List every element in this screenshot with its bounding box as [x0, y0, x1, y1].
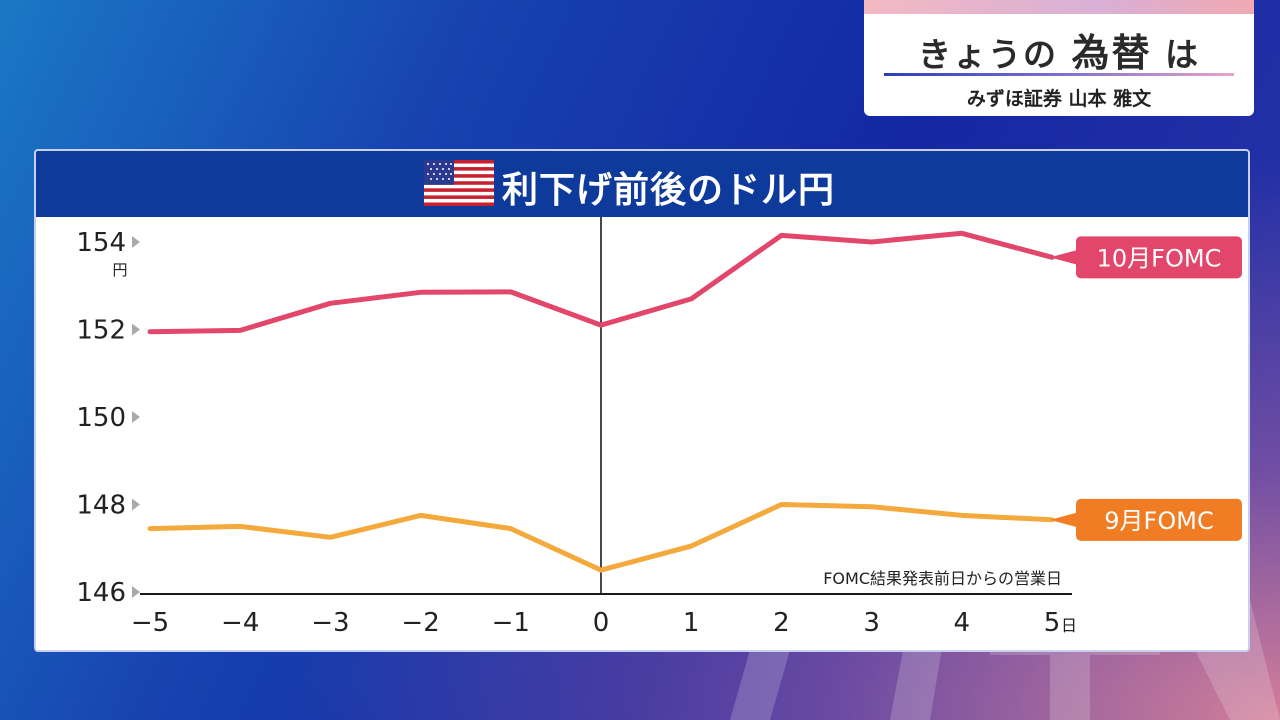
- data-point: [600, 324, 603, 327]
- program-title-box: きょうの 為替 は みずほ証券 山本 雅文: [864, 0, 1254, 116]
- y-tick-label: 150: [76, 403, 126, 433]
- program-title-prefix: きょうの: [917, 35, 1058, 74]
- x-tick-label: 5: [1044, 608, 1061, 638]
- series-line-sep: [147, 502, 1055, 573]
- data-point: [780, 503, 783, 506]
- y-tick-label: 152: [76, 316, 126, 346]
- series-label-pointer-icon: [1050, 512, 1076, 527]
- x-tick-label: −3: [311, 608, 349, 638]
- data-point: [149, 527, 152, 530]
- series-line-oct: [147, 230, 1055, 335]
- y-tick-label: 154: [76, 228, 126, 258]
- us-flag-icon: [424, 160, 494, 206]
- title-divider: [884, 73, 1234, 76]
- data-point: [600, 569, 603, 572]
- data-point: [780, 234, 783, 237]
- chart-panel: 利下げ前後のドル円 146 148 150 152 154 円 −5 −4 −3 −2 −1 0 1 2 3…: [34, 149, 1250, 652]
- x-tick-label: 3: [863, 608, 880, 638]
- x-tick-label: 2: [773, 608, 790, 638]
- data-point: [149, 330, 152, 333]
- y-tick-marker-icon: [132, 586, 140, 598]
- x-tick-label: −2: [401, 608, 439, 638]
- data-point: [870, 241, 873, 244]
- data-point: [419, 291, 422, 294]
- y-tick-marker-icon: [132, 498, 140, 511]
- data-point: [509, 290, 512, 293]
- data-point: [870, 505, 873, 508]
- x-axis-annotation: FOMC結果発表前日からの営業日: [823, 569, 1062, 588]
- x-tick-label: −4: [221, 608, 259, 638]
- x-unit-label: 日: [1061, 616, 1077, 635]
- title-box-accent-strip: [864, 0, 1254, 14]
- data-point: [329, 536, 332, 539]
- x-tick-label: 4: [954, 608, 971, 638]
- x-tick-label: 0: [593, 608, 610, 638]
- series-label-text: 10月FOMC: [1097, 244, 1222, 272]
- program-title-suffix: は: [1165, 35, 1200, 74]
- data-point: [239, 329, 242, 332]
- data-point: [690, 545, 693, 548]
- data-point: [509, 527, 512, 530]
- series-label-text: 9月FOMC: [1104, 507, 1213, 535]
- y-tick-label: 146: [76, 578, 126, 608]
- program-title-main: 為替: [1071, 31, 1152, 75]
- data-point: [960, 514, 963, 517]
- commentator-name: みずほ証券 山本 雅文: [966, 88, 1152, 110]
- y-tick-label: 148: [76, 491, 126, 521]
- program-title: きょうの 為替 は: [864, 22, 1254, 77]
- x-tick-label: −5: [131, 608, 169, 638]
- y-tick-marker-icon: [132, 323, 140, 336]
- line-chart: 146 148 150 152 154 円 −5 −4 −3 −2 −1 0 1 2 3 4 5 日 FOMC結果発…: [76, 217, 1242, 638]
- series-label-box: [1076, 498, 1242, 541]
- data-point: [329, 302, 332, 305]
- series-label-box: [1076, 236, 1242, 279]
- y-tick-marker-icon: [132, 236, 140, 248]
- series-label-pointer-icon: [1050, 250, 1076, 265]
- y-unit-label: 円: [112, 261, 127, 279]
- x-tick-label: 1: [683, 608, 700, 638]
- chart-title: 利下げ前後のドル円: [502, 170, 836, 211]
- y-tick-marker-icon: [132, 411, 140, 423]
- data-point: [239, 525, 242, 528]
- data-point: [419, 514, 422, 517]
- data-point: [960, 232, 963, 235]
- x-tick-label: −1: [492, 608, 530, 638]
- data-point: [690, 297, 693, 300]
- chart-header: 利下げ前後のドル円: [36, 151, 1248, 217]
